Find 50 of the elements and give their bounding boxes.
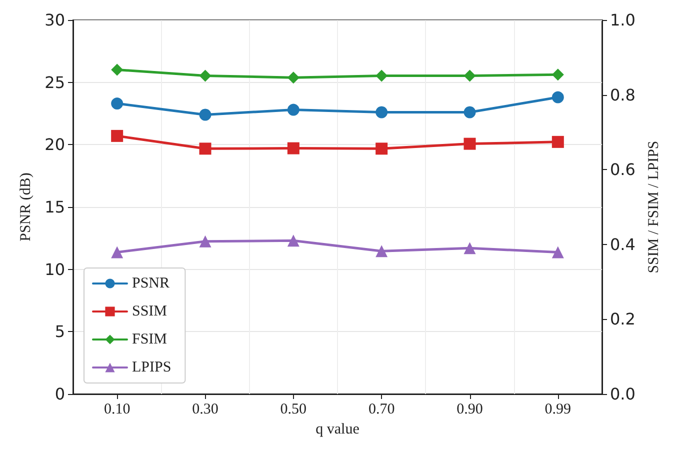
point (287, 72, 300, 84)
point (552, 136, 564, 148)
x-tick-label: 0.70 (368, 402, 395, 418)
point (199, 142, 212, 155)
point (199, 235, 212, 248)
point (376, 106, 388, 118)
legend-label: LPIPS (132, 360, 172, 376)
y2-tick-label: 0.4 (610, 234, 636, 254)
y2-tick-label: 0.0 (610, 384, 636, 404)
y2-tick-label: 0.2 (610, 310, 636, 329)
point (376, 70, 388, 82)
legend-label: PSNR (132, 276, 170, 292)
x-tick-label: 0.10 (104, 402, 130, 418)
y2-tick-label: 0.6 (610, 160, 636, 180)
point (287, 104, 300, 116)
y-tick-label: 30 (44, 10, 65, 30)
point (199, 108, 212, 121)
y-tick-label: 5 (54, 322, 65, 342)
point (199, 70, 212, 82)
point (111, 98, 124, 110)
y-tick-label: 15 (44, 198, 65, 216)
point (287, 234, 300, 247)
point (287, 142, 300, 154)
point (464, 106, 476, 118)
x-tick-label: 0.99 (544, 402, 572, 418)
x-tick-label: 0.90 (456, 402, 483, 418)
x-tick-label: 0.30 (192, 402, 218, 418)
y-tick-label: 10 (44, 260, 65, 279)
y2-tick-label: 1.0 (610, 10, 636, 30)
point (464, 138, 476, 150)
point (552, 246, 564, 258)
point (464, 70, 476, 82)
y-tick-label: 20 (44, 135, 65, 154)
x-tick-label: 0.50 (280, 402, 307, 418)
point (111, 130, 124, 142)
y-axis-title: PSNR (dB) (18, 172, 34, 242)
point (464, 242, 476, 254)
point (111, 246, 124, 258)
y2-tick-label: 0.8 (610, 85, 636, 104)
point (376, 245, 388, 258)
point (376, 142, 388, 155)
y-tick-label: 0 (54, 384, 65, 404)
legend-label: SSIM (132, 304, 168, 320)
y2-axis-title: SSIM / FSIM / LPIPS (646, 140, 662, 274)
point (111, 64, 124, 76)
point (552, 68, 564, 81)
x-axis-title: q value (316, 422, 360, 438)
legend-label: FSIM (132, 332, 168, 348)
point (552, 91, 564, 104)
y-tick-label: 25 (44, 72, 65, 92)
